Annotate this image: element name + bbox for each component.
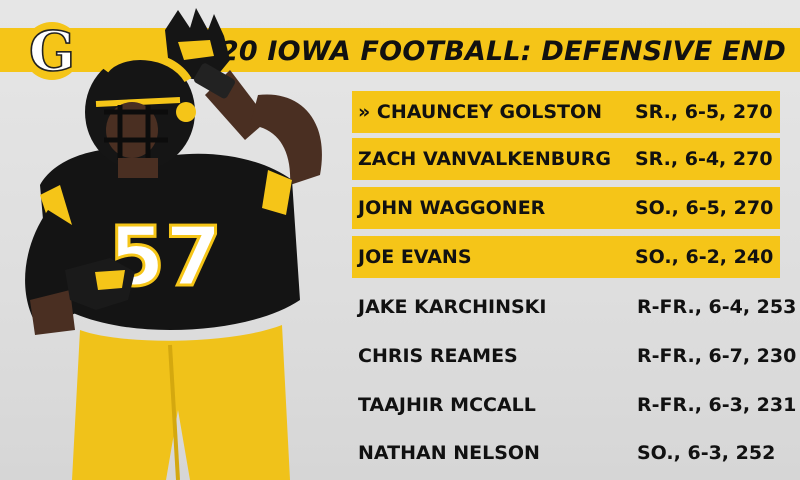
roster-row: NATHAN NELSON SO., 6-3, 252	[352, 432, 780, 474]
player-name: » CHAUNCEY GOLSTON	[358, 101, 603, 123]
roster-row: » CHAUNCEY GOLSTON SR., 6-5, 270	[352, 91, 780, 133]
player-name: JAKE KARCHINSKI	[358, 296, 547, 318]
roster-row: TAAJHIR MCCALL R-FR., 6-3, 231	[352, 384, 796, 426]
helmet-icon	[85, 52, 196, 170]
player-stats: SO., 6-2, 240	[635, 246, 774, 268]
player-name: JOHN WAGGONER	[358, 197, 546, 219]
gazette-logo-letter: G	[29, 19, 75, 83]
player-stats: SR., 6-5, 270	[635, 101, 773, 123]
roster-row: JAKE KARCHINSKI R-FR., 6-4, 253	[352, 286, 796, 328]
player-name: ZACH VANVALKENBURG	[358, 148, 611, 170]
raised-glove-icon	[165, 8, 235, 99]
player-stats: R-FR., 6-4, 253	[637, 296, 797, 318]
player-stats: R-FR., 6-7, 230	[637, 345, 797, 367]
left-glove-icon	[65, 258, 135, 310]
roster-row: JOE EVANS SO., 6-2, 240	[352, 236, 780, 278]
player-stats: R-FR., 6-3, 231	[637, 394, 797, 416]
player-name: CHRIS REAMES	[358, 345, 518, 367]
player-name: JOE EVANS	[358, 246, 472, 268]
player-stats: SR., 6-4, 270	[635, 148, 773, 170]
player-name: TAAJHIR MCCALL	[358, 394, 536, 416]
football-player-illustration: 57	[25, 8, 322, 480]
player-stats: SO., 6-3, 252	[637, 442, 776, 464]
roster-row: CHRIS REAMES R-FR., 6-7, 230	[352, 335, 796, 377]
page-title: 2020 IOWA FOOTBALL: DEFENSIVE END	[181, 36, 786, 67]
player-name: NATHAN NELSON	[358, 442, 540, 464]
roster-row: JOHN WAGGONER SO., 6-5, 270	[352, 187, 780, 229]
gazette-logo: G	[23, 18, 81, 84]
roster-row: ZACH VANVALKENBURG SR., 6-4, 270	[352, 138, 780, 180]
player-stats: SO., 6-5, 270	[635, 197, 774, 219]
